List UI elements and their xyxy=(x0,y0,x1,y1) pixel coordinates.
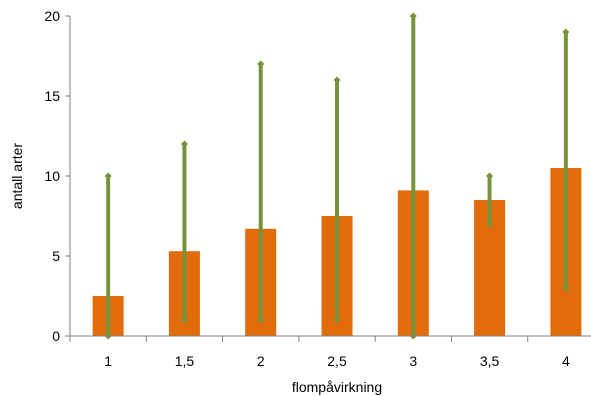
x-tick-label-1,5: 1,5 xyxy=(175,353,195,369)
range-max-marker-4 xyxy=(562,28,570,36)
x-tick-labels: 1 1,5 2 2,5 3 3,5 4 xyxy=(104,353,570,369)
range-max-marker-3 xyxy=(409,12,417,20)
x-tick-label-2,5: 2,5 xyxy=(327,353,347,369)
range-max-marker-1 xyxy=(104,172,112,180)
range-max-marker-2 xyxy=(257,60,265,68)
range-lines-group xyxy=(104,12,570,340)
y-tick-label-20: 20 xyxy=(44,8,60,24)
x-tick-label-2: 2 xyxy=(257,353,265,369)
x-tick-label-3: 3 xyxy=(409,353,417,369)
axes-group xyxy=(65,15,591,342)
range-min-marker-3,5 xyxy=(486,220,494,228)
range-min-marker-4 xyxy=(562,284,570,292)
y-tick-labels: 0 5 10 15 20 xyxy=(44,8,60,344)
range-max-marker-2,5 xyxy=(333,76,341,84)
y-tick-label-15: 15 xyxy=(44,88,60,104)
y-axis-label: antall arter xyxy=(9,143,25,209)
x-tick-label-3,5: 3,5 xyxy=(480,353,500,369)
range-min-marker-1,5 xyxy=(180,316,188,324)
x-axis-label: flompåvirkning xyxy=(292,379,382,395)
x-tick-label-4: 4 xyxy=(562,353,570,369)
range-min-marker-2,5 xyxy=(333,316,341,324)
range-max-marker-1,5 xyxy=(180,140,188,148)
y-tick-label-5: 5 xyxy=(52,248,60,264)
range-min-marker-2 xyxy=(257,316,265,324)
y-tick-label-0: 0 xyxy=(52,328,60,344)
range-max-marker-3,5 xyxy=(486,172,494,180)
x-tick-label-1: 1 xyxy=(104,353,112,369)
y-tick-label-10: 10 xyxy=(44,168,60,184)
